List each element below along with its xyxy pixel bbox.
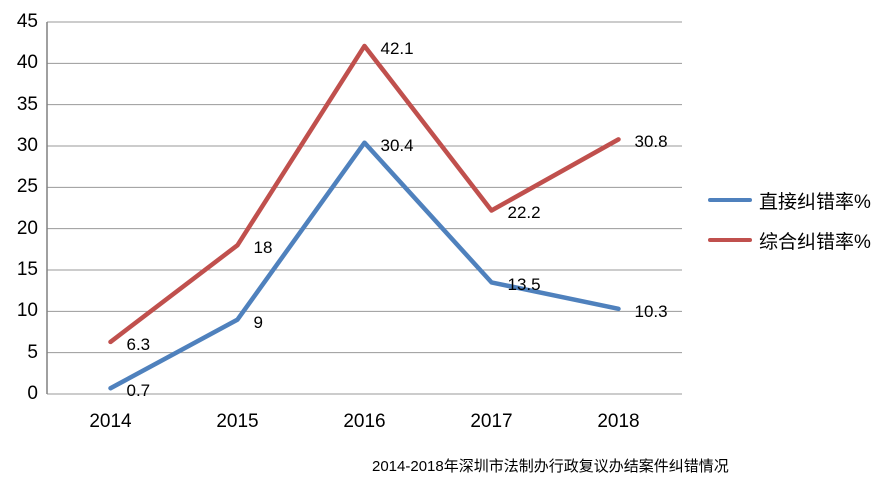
x-axis-label-2018: 2018 (597, 411, 640, 432)
data-label-0-2015: 9 (253, 312, 263, 332)
data-label-1-2018: 30.8 (634, 132, 668, 152)
y-axis-label-45: 45 (16, 11, 38, 32)
x-axis-label-2016: 2016 (343, 411, 386, 432)
chart-legend: 直接纠错率% 综合纠错率% (708, 186, 871, 254)
y-axis-label-40: 40 (16, 52, 38, 74)
y-axis-label-35: 35 (16, 93, 38, 115)
legend-label-comprehensive-correction: 综合纠错率% (759, 231, 871, 253)
data-label-1-2017: 22.2 (507, 203, 541, 223)
y-axis-label-10: 10 (16, 300, 38, 322)
y-axis-label-25: 25 (16, 176, 38, 198)
y-axis-label-30: 30 (16, 135, 38, 156)
legend-item-direct-correction: 直接纠错率% (708, 186, 871, 214)
data-label-0-2016: 30.4 (380, 135, 414, 155)
chart-title: 2014-2018年深圳市法制办行政复议办结案件纠错情况 (372, 458, 729, 475)
y-axis-label-5: 5 (27, 341, 38, 363)
x-axis-label-2014: 2014 (89, 411, 132, 432)
y-axis-label-20: 20 (16, 217, 38, 239)
legend-line-red (708, 238, 752, 242)
x-axis-label-2017: 2017 (470, 411, 513, 432)
legend-line-blue (708, 198, 752, 202)
data-label-1-2016: 42.1 (380, 38, 414, 58)
legend-item-comprehensive-correction: 综合纠错率% (708, 226, 871, 254)
legend-label-direct-correction: 直接纠错率% (759, 191, 871, 213)
series-line-1 (108, 43, 621, 345)
y-axis-label-15: 15 (16, 259, 38, 280)
data-label-0-2018: 10.3 (634, 301, 668, 321)
data-label-0-2014: 0.7 (126, 381, 151, 401)
data-label-1-2014: 6.3 (126, 334, 151, 354)
x-axis-label-2015: 2015 (216, 411, 259, 432)
series-line-0 (108, 140, 621, 391)
data-label-0-2017: 13.5 (507, 275, 541, 295)
y-axis-label-0: 0 (27, 383, 38, 404)
data-label-1-2015: 18 (253, 238, 273, 258)
